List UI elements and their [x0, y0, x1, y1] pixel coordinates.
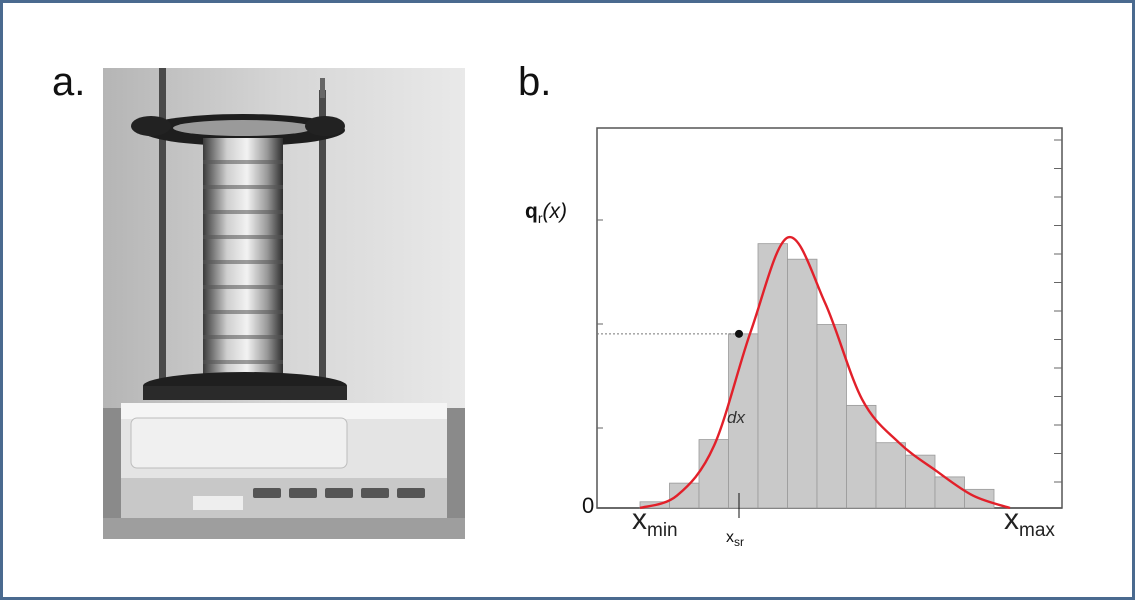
x-max-label: xmax — [1004, 503, 1055, 541]
density-curve — [639, 236, 1011, 510]
curve-marker-point — [735, 329, 743, 338]
left-ticks — [597, 219, 603, 429]
histogram-bar — [875, 442, 906, 509]
histogram-bar — [846, 404, 877, 509]
size-distribution-chart: dx — [502, 100, 1102, 552]
y-axis-label: qr(x) — [525, 200, 567, 227]
panel-a-label: a. — [52, 60, 86, 104]
histogram-bars — [639, 243, 995, 509]
y-zero-label: 0 — [582, 493, 595, 518]
panel-b-label: b. — [518, 60, 552, 104]
histogram-bar — [816, 324, 847, 509]
histogram-bar — [905, 454, 936, 509]
histogram-bar — [669, 482, 700, 509]
histogram-bar — [757, 243, 788, 509]
right-ticks — [1054, 139, 1062, 483]
sieve-shaker-photo — [103, 68, 465, 539]
x-sr-label: xsr — [726, 529, 744, 550]
x-min-label: xmin — [632, 503, 678, 541]
histogram-bar — [787, 258, 818, 509]
histogram-bar — [698, 439, 729, 509]
dx-label: dx — [727, 408, 745, 427]
histogram-bar — [728, 333, 759, 509]
